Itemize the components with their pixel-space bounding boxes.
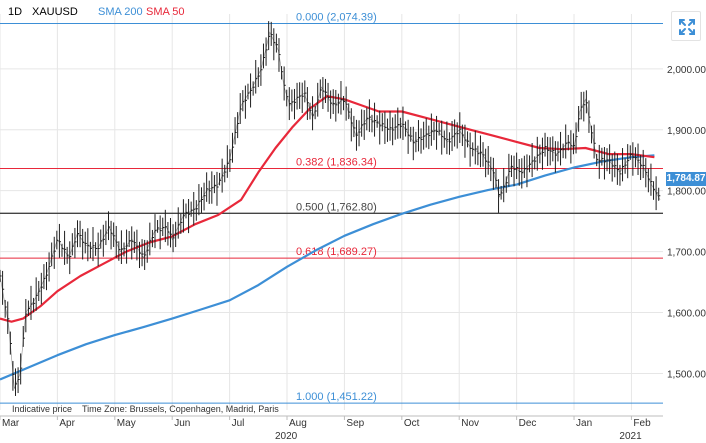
timeframe-label[interactable]: 1D: [8, 6, 23, 18]
x-tick-label: May: [117, 418, 136, 429]
expand-arrows-icon: [679, 19, 695, 35]
fib-label: 0.000 (2,074.39): [296, 12, 377, 24]
price-close-path: [0, 31, 661, 389]
series-line-sma-200: [0, 154, 655, 381]
x-year-label: 2021: [619, 431, 642, 442]
y-tick-label: 1,500.00: [667, 369, 706, 380]
x-tick-label: Apr: [59, 418, 75, 429]
y-tick-label: 2,000.00: [667, 65, 706, 76]
x-tick-label: Sep: [346, 418, 364, 429]
y-axis: 1,500.00 1,600.00 1,700.00 1,800.00 1,900.00…: [667, 65, 706, 381]
x-tick-label: Oct: [404, 418, 420, 429]
sma-200-series: [0, 154, 655, 381]
x-year-label: 2020: [275, 431, 298, 442]
expand-button[interactable]: [671, 11, 701, 41]
x-tick-label: Aug: [289, 418, 307, 429]
x-tick-label: Jun: [174, 418, 190, 429]
y-tick-label: 1,800.00: [667, 187, 706, 198]
fib-label: 0.500 (1,762.80): [296, 201, 377, 213]
indicative-price-note: Indicative price: [12, 404, 73, 414]
x-tick-label: Jan: [576, 418, 592, 429]
x-tick-label: Nov: [461, 418, 479, 429]
y-tick-label: 1,700.00: [667, 248, 706, 259]
y-tick-label: 1,600.00: [667, 309, 706, 320]
sma200-legend: SMA 200: [98, 6, 143, 18]
x-tick-label: Feb: [633, 418, 651, 429]
x-tick-label: Mar: [2, 418, 20, 429]
x-tick-label: Jul: [232, 418, 245, 429]
x-tick-label: Dec: [519, 418, 537, 429]
price-series: [0, 21, 661, 396]
x-axis: Mar Apr May Jun Jul Aug Sep Oct Nov Dec Jan Feb 2020…: [0, 415, 663, 442]
fib-label: 1.000 (1,451.22): [296, 391, 377, 403]
y-tick-label: 1,900.00: [667, 126, 706, 137]
fib-label: 0.618 (1,689.27): [296, 246, 377, 258]
sma50-legend: SMA 50: [146, 6, 185, 18]
last-price-tag: 1,784.87: [666, 172, 706, 186]
symbol-label: XAUUSD: [32, 6, 78, 18]
grid-lines: [0, 14, 663, 410]
fibonacci-levels: 0.000 (2,074.39) 0.382 (1,836.34) 0.500 (1…: [0, 12, 663, 404]
fib-label: 0.382 (1,836.34): [296, 157, 377, 169]
timezone-note: Time Zone: Brussels, Copenhagen, Madrid,…: [82, 404, 279, 414]
